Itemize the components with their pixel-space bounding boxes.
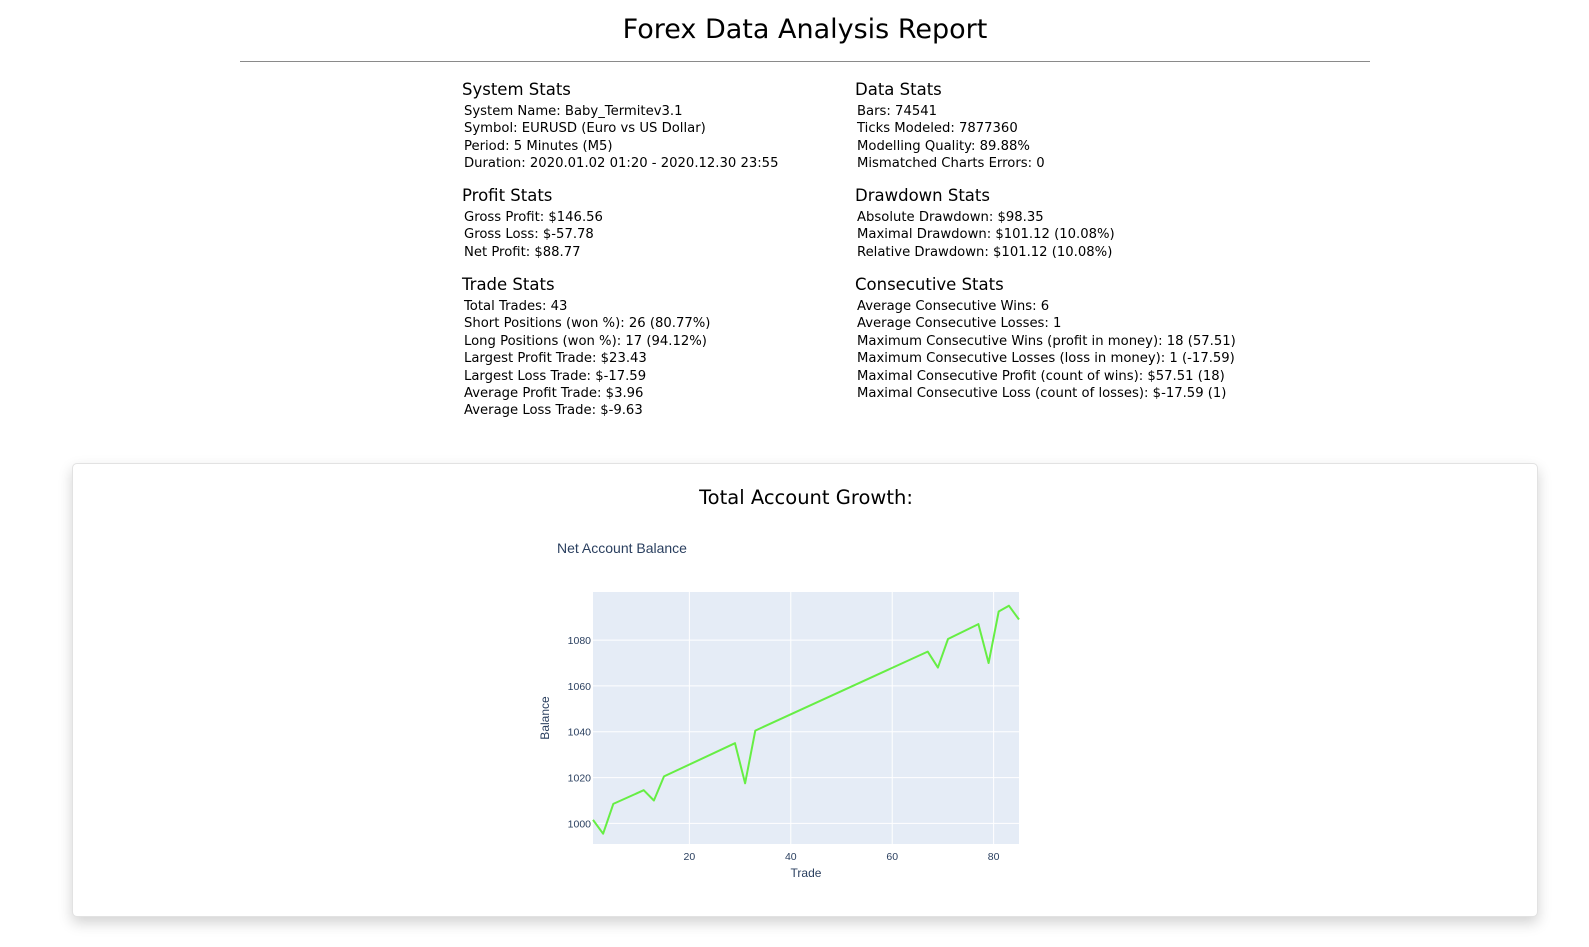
consecutive-stats-list: Average Consecutive Wins: 6 Average Cons… [857, 298, 1275, 402]
data-stats-list: Bars: 74541 Ticks Modeled: 7877360 Model… [857, 103, 1275, 173]
stat-item: Bars: 74541 [857, 104, 938, 119]
series-layer [592, 604, 1020, 835]
consecutive-stats-section: Consecutive Stats Average Consecutive Wi… [855, 275, 1275, 402]
y-tick-label: 1040 [568, 727, 592, 739]
stat-item: System Name: Baby_Termitev3.1 [464, 104, 683, 119]
system-stats-section: System Stats System Name: Baby_Termitev3… [462, 80, 882, 173]
stat-item: Relative Drawdown: $101.12 (10.08%) [857, 244, 1113, 260]
trade-stats-section: Trade Stats Total Trades: 43 Short Posit… [462, 275, 882, 420]
stat-item: Largest Profit Trade: $23.43 [464, 351, 647, 367]
drawdown-stats-heading: Drawdown Stats [855, 186, 990, 205]
y-tick-label: 1080 [568, 635, 592, 647]
x-tick-label: 80 [988, 851, 1000, 863]
stat-item: Period: 5 Minutes (M5) [464, 138, 613, 154]
stat-item: Ticks Modeled: 7877360 [857, 121, 1018, 137]
profit-stats-section: Profit Stats Gross Profit: $146.56 Gross… [462, 186, 882, 261]
trade-stats-heading: Trade Stats [462, 275, 555, 294]
account-growth-card: Total Account Growth: Net Account Balanc… [72, 463, 1538, 917]
stat-item: Modelling Quality: 89.88% [857, 138, 1030, 154]
x-axis-label: Trade [791, 866, 822, 880]
drawdown-stats-section: Drawdown Stats Absolute Drawdown: $98.35… [855, 186, 1275, 261]
stat-item: Gross Loss: $-57.78 [464, 227, 594, 243]
stat-item: Gross Profit: $146.56 [464, 210, 603, 225]
title-divider [240, 61, 1370, 62]
consecutive-stats-heading: Consecutive Stats [855, 275, 1004, 294]
stat-item: Maximal Consecutive Loss (count of losse… [857, 386, 1227, 402]
stat-item: Average Consecutive Wins: 6 [857, 299, 1050, 314]
stat-item: Total Trades: 43 [464, 299, 568, 314]
stat-item: Average Profit Trade: $3.96 [464, 386, 644, 402]
data-stats-section: Data Stats Bars: 74541 Ticks Modeled: 78… [855, 80, 1275, 173]
y-tick-label: 1060 [568, 681, 592, 693]
x-tick-label: 40 [785, 851, 797, 863]
plot-area[interactable] [593, 592, 1019, 844]
drawdown-stats-list: Absolute Drawdown: $98.35 Maximal Drawdo… [857, 209, 1275, 261]
stat-item: Symbol: EURUSD (Euro vs US Dollar) [464, 121, 706, 137]
stat-item: Average Consecutive Losses: 1 [857, 316, 1062, 332]
stat-item: Largest Loss Trade: $-17.59 [464, 368, 647, 384]
stat-item: Average Loss Trade: $-9.63 [464, 403, 643, 419]
y-tick-label: 1020 [568, 773, 592, 785]
balance-series-line[interactable] [592, 604, 1020, 835]
x-tick-label: 20 [684, 851, 696, 863]
stat-item: Duration: 2020.01.02 01:20 - 2020.12.30 … [464, 156, 779, 172]
trade-stats-list: Total Trades: 43 Short Positions (won %)… [464, 298, 882, 420]
y-tick-label: 1000 [568, 818, 592, 830]
stat-item: Net Profit: $88.77 [464, 244, 581, 260]
stat-item: Maximum Consecutive Wins (profit in mone… [857, 333, 1236, 349]
account-growth-heading: Total Account Growth: [699, 486, 913, 509]
axis-ticks: 20 40 60 80 1000 1020 1040 1060 1080 [568, 635, 1000, 863]
x-tick-label: 60 [886, 851, 898, 863]
stat-item: Maximal Drawdown: $101.12 (10.08%) [857, 227, 1115, 243]
system-stats-heading: System Stats [462, 80, 571, 99]
data-stats-heading: Data Stats [855, 80, 942, 99]
stat-item: Short Positions (won %): 26 (80.77%) [464, 316, 711, 332]
balance-chart[interactable]: Net Account Balance 20 40 60 80 1000 1020 1040… [73, 464, 1539, 918]
stat-item: Maximum Consecutive Losses (loss in mone… [857, 351, 1235, 367]
stat-item: Mismatched Charts Errors: 0 [857, 156, 1045, 172]
chart-title: Net Account Balance [557, 540, 687, 556]
system-stats-list: System Name: Baby_Termitev3.1 Symbol: EU… [464, 103, 882, 173]
stat-item: Absolute Drawdown: $98.35 [857, 210, 1044, 225]
stat-item: Long Positions (won %): 17 (94.12%) [464, 333, 707, 349]
y-axis-label: Balance [538, 696, 552, 740]
report-title: Forex Data Analysis Report [622, 14, 988, 45]
profit-stats-list: Gross Profit: $146.56 Gross Loss: $-57.7… [464, 209, 882, 261]
profit-stats-heading: Profit Stats [462, 186, 553, 205]
stat-item: Maximal Consecutive Profit (count of win… [857, 368, 1225, 384]
